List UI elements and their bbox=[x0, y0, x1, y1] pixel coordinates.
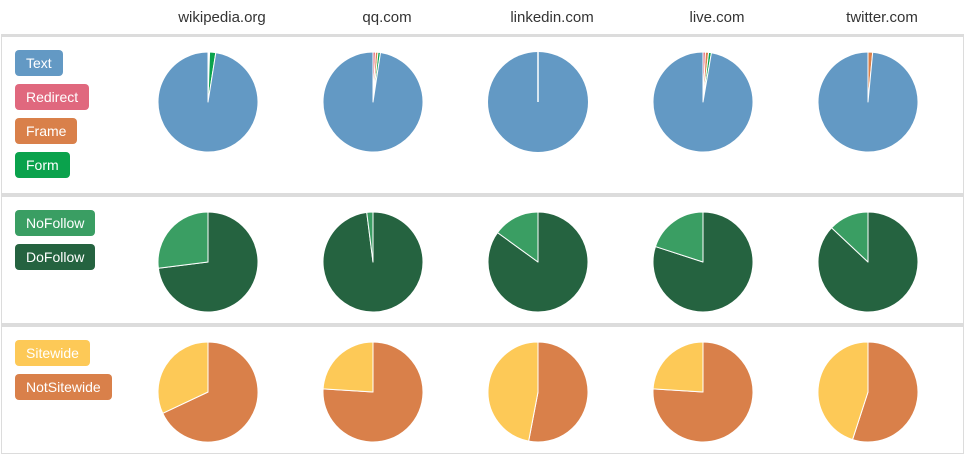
legend-badge-sitewide[interactable]: Sitewide bbox=[15, 340, 90, 366]
link-type-legend: Text Redirect Frame Form bbox=[15, 50, 90, 186]
pie-slice-nofollow bbox=[366, 211, 374, 263]
pie-slice-notsitewide bbox=[162, 341, 259, 443]
pie-0-live-com bbox=[652, 51, 754, 153]
pie-2-live-com bbox=[652, 341, 754, 443]
pie-slice-notsitewide bbox=[528, 341, 589, 443]
column-header-twitter: twitter.com bbox=[846, 9, 918, 26]
pie-0-linkedin-com bbox=[488, 52, 588, 152]
pie-1-qq-com bbox=[322, 211, 424, 313]
pie-slice-sitewide bbox=[487, 341, 539, 442]
pie-1-linkedin-com bbox=[487, 211, 589, 313]
pie-slice-nofollow bbox=[654, 211, 704, 263]
column-header-row: wikipedia.org qq.com linkedin.com live.c… bbox=[0, 0, 967, 36]
pie-slice-text bbox=[157, 51, 259, 153]
pie-slice-nofollow bbox=[497, 211, 539, 263]
legend-badge-text[interactable]: Text bbox=[15, 50, 63, 76]
column-header-live: live.com bbox=[689, 9, 745, 26]
pie-slice-nofollow bbox=[831, 211, 869, 263]
legend-badge-form[interactable]: Form bbox=[15, 152, 70, 178]
pie-slice-nofollow bbox=[157, 211, 209, 269]
legend-badge-redirect[interactable]: Redirect bbox=[15, 84, 90, 110]
pie-2-twitter-com bbox=[817, 341, 919, 443]
pie-slice-sitewide bbox=[817, 341, 869, 441]
column-header-qq: qq.com bbox=[362, 9, 412, 26]
legend-badge-frame[interactable]: Frame bbox=[15, 118, 78, 144]
pie-slice-sitewide bbox=[322, 341, 374, 393]
column-header-wikipedia: wikipedia.org bbox=[178, 9, 266, 26]
pie-slice-sitewide bbox=[652, 341, 704, 393]
pie-2-wikipedia-org bbox=[157, 341, 259, 443]
pie-slice-notsitewide bbox=[852, 341, 919, 443]
pie-1-wikipedia-org bbox=[157, 211, 259, 313]
follow-type-legend: NoFollow DoFollow bbox=[15, 210, 96, 278]
legend-badge-notsitewide[interactable]: NotSitewide bbox=[15, 374, 112, 400]
pie-slice-text bbox=[652, 51, 754, 153]
pie-slice-text bbox=[817, 51, 919, 153]
pie-slice-sitewide bbox=[157, 341, 209, 414]
follow-type-panel: NoFollow DoFollow bbox=[1, 194, 964, 324]
legend-badge-dofollow[interactable]: DoFollow bbox=[15, 244, 96, 270]
legend-badge-nofollow[interactable]: NoFollow bbox=[15, 210, 96, 236]
pie-2-qq-com bbox=[322, 341, 424, 443]
sitewide-legend: Sitewide NotSitewide bbox=[15, 340, 112, 408]
pie-slice-text bbox=[322, 51, 424, 153]
pie-1-live-com bbox=[652, 211, 754, 313]
column-header-linkedin: linkedin.com bbox=[510, 9, 594, 26]
pie-2-linkedin-com bbox=[487, 341, 589, 443]
pie-0-qq-com bbox=[322, 51, 424, 153]
pie-1-twitter-com bbox=[817, 211, 919, 313]
pie-0-twitter-com bbox=[817, 51, 919, 153]
pie-0-wikipedia-org bbox=[157, 51, 259, 153]
